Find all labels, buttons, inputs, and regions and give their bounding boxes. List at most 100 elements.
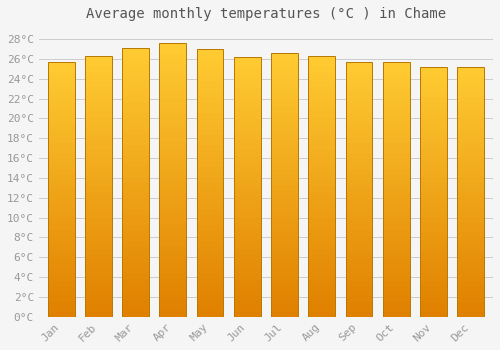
Bar	[160, 295, 186, 300]
Bar	[48, 215, 74, 220]
Bar	[234, 244, 260, 249]
Bar	[196, 140, 224, 145]
Bar	[160, 240, 186, 246]
Bar	[346, 261, 372, 266]
Bar	[420, 122, 447, 127]
Bar	[383, 87, 409, 92]
Bar	[271, 159, 298, 164]
Bar	[458, 162, 484, 167]
Bar	[234, 62, 260, 67]
Bar	[122, 134, 149, 139]
Bar	[122, 193, 149, 198]
Bar	[234, 291, 260, 296]
Bar	[85, 61, 112, 66]
Bar	[271, 100, 298, 106]
Bar	[271, 69, 298, 74]
Bar	[271, 253, 298, 259]
Bar	[383, 184, 409, 189]
Bar	[383, 118, 409, 123]
Bar	[122, 48, 149, 317]
Bar	[420, 92, 447, 97]
Bar	[458, 197, 484, 202]
Bar	[458, 277, 484, 282]
Bar	[160, 120, 186, 125]
Bar	[458, 292, 484, 297]
Bar	[346, 301, 372, 307]
Bar	[308, 176, 335, 181]
Bar	[122, 166, 149, 172]
Bar	[85, 92, 112, 98]
Bar	[383, 148, 409, 154]
Bar	[234, 213, 260, 218]
Bar	[271, 280, 298, 285]
Bar	[271, 180, 298, 185]
Bar	[458, 87, 484, 92]
Bar	[234, 182, 260, 187]
Bar	[420, 247, 447, 252]
Bar	[85, 82, 112, 87]
Bar	[383, 286, 409, 291]
Bar	[458, 152, 484, 157]
Bar	[234, 57, 260, 317]
Bar	[271, 63, 298, 69]
Bar	[346, 154, 372, 159]
Bar	[271, 227, 298, 232]
Bar	[271, 238, 298, 243]
Bar	[271, 58, 298, 63]
Bar	[160, 174, 186, 180]
Bar	[196, 81, 224, 86]
Bar	[234, 265, 260, 270]
Bar	[346, 108, 372, 113]
Bar	[160, 246, 186, 251]
Bar	[346, 174, 372, 179]
Bar	[308, 77, 335, 82]
Bar	[196, 145, 224, 151]
Bar	[458, 77, 484, 82]
Bar	[196, 199, 224, 204]
Bar	[420, 102, 447, 107]
Bar	[420, 67, 447, 72]
Bar	[271, 185, 298, 190]
Bar	[234, 67, 260, 72]
Bar	[346, 307, 372, 312]
Bar	[122, 128, 149, 134]
Bar	[308, 145, 335, 150]
Bar	[234, 98, 260, 104]
Bar	[234, 125, 260, 130]
Bar	[196, 279, 224, 285]
Bar	[48, 133, 74, 138]
Bar	[346, 230, 372, 235]
Bar	[85, 291, 112, 296]
Bar	[420, 257, 447, 262]
Bar	[122, 161, 149, 166]
Bar	[160, 202, 186, 207]
Bar	[196, 167, 224, 172]
Bar	[383, 108, 409, 113]
Bar	[196, 290, 224, 295]
Bar	[420, 177, 447, 182]
Bar	[196, 113, 224, 119]
Bar	[346, 256, 372, 261]
Bar	[196, 172, 224, 177]
Bar	[308, 82, 335, 87]
Bar	[346, 138, 372, 143]
Bar	[308, 87, 335, 92]
Bar	[420, 157, 447, 162]
Bar	[234, 93, 260, 98]
Bar	[346, 159, 372, 164]
Bar	[420, 297, 447, 302]
Bar	[271, 53, 298, 317]
Bar	[196, 135, 224, 140]
Bar	[234, 223, 260, 229]
Bar	[160, 196, 186, 202]
Bar	[160, 153, 186, 158]
Bar	[122, 236, 149, 242]
Bar	[48, 77, 74, 82]
Bar	[383, 92, 409, 98]
Bar	[383, 189, 409, 194]
Bar	[48, 184, 74, 189]
Bar	[271, 232, 298, 238]
Bar	[160, 43, 186, 317]
Bar	[308, 228, 335, 233]
Bar	[346, 296, 372, 301]
